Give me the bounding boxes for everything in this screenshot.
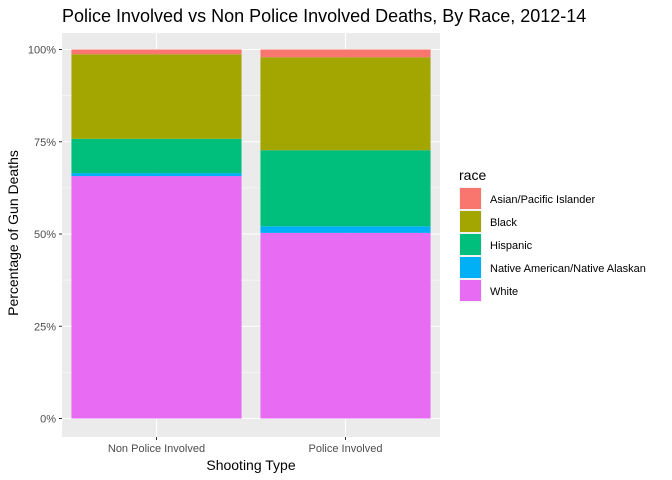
y-axis-ticks: 0% 25% 50% 75% 100% [28, 45, 62, 426]
bar-segment [71, 138, 242, 174]
bars [71, 49, 431, 419]
x-tick-label: Police Involved [309, 443, 383, 455]
x-axis-ticks: Non Police Involved Police Involved [108, 437, 383, 455]
x-tick-label: Non Police Involved [108, 443, 205, 455]
legend-label: Hispanic [490, 240, 533, 252]
legend-swatch [460, 211, 481, 232]
y-tick-label: 50% [34, 229, 56, 241]
y-tick-label: 25% [34, 321, 56, 333]
bar-segment [71, 54, 242, 139]
legend-label: White [490, 286, 518, 298]
legend-label: Asian/Pacific Islander [490, 194, 595, 206]
x-axis-title: Shooting Type [206, 457, 295, 473]
bar-segment [71, 173, 242, 177]
y-tick-label: 75% [34, 137, 56, 149]
bar-segment [71, 49, 242, 55]
legend-title: race [459, 167, 486, 183]
legend-swatch [460, 188, 481, 209]
bar-segment [71, 176, 242, 419]
bar-segment [260, 49, 431, 58]
bar-segment [260, 226, 431, 233]
y-axis-title: Percentage of Gun Deaths [5, 150, 21, 316]
legend-swatch [460, 257, 481, 278]
legend-label: Native American/Native Alaskan [490, 263, 646, 275]
legend: race Asian/Pacific Islander Black Hispanic… [459, 167, 646, 302]
legend-swatch [460, 280, 481, 301]
bar-segment [260, 232, 431, 419]
bar-segment [260, 150, 431, 227]
y-tick-label: 0% [40, 414, 56, 426]
legend-label: Black [490, 217, 517, 229]
bar-segment [260, 57, 431, 151]
legend-swatch [460, 234, 481, 255]
y-tick-label: 100% [28, 45, 56, 57]
chart-title: Police Involved vs Non Police Involved D… [62, 6, 586, 26]
